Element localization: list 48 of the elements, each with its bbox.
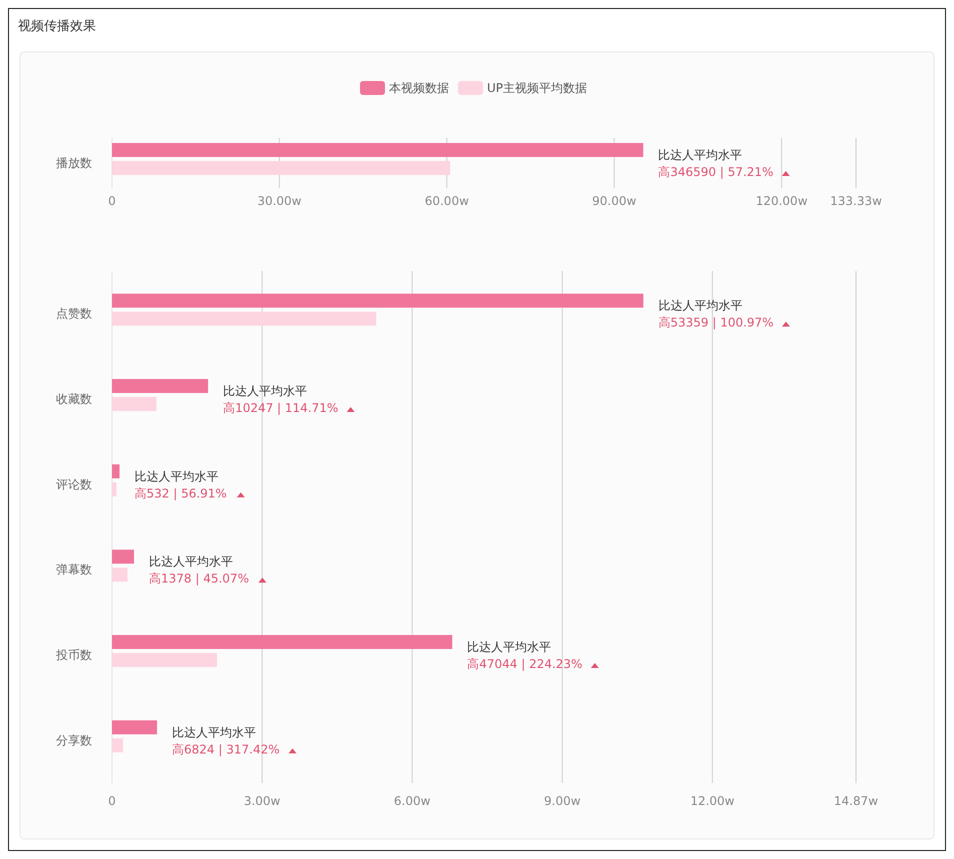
bar: [112, 653, 218, 667]
x-tick-label: 14.87w: [834, 794, 878, 808]
x-tick-label: 120.00w: [756, 194, 808, 208]
x-tick-label: 3.00w: [244, 794, 281, 808]
bar: [112, 294, 644, 308]
bar: [112, 738, 124, 752]
bar: [112, 720, 158, 734]
x-tick-label: 9.00w: [544, 794, 581, 808]
annotation: 比达人平均水平: [658, 298, 742, 313]
annotation: 比达人平均水平: [172, 725, 256, 740]
annotation: 比达人平均水平: [223, 384, 308, 398]
x-tick-label: 60.00w: [424, 194, 470, 208]
bar: [112, 482, 117, 496]
x-tick-label: 90.00w: [592, 194, 636, 208]
annotation: 比达人平均水平: [658, 148, 742, 162]
bar: [112, 397, 157, 411]
y-tick-label: 点赞数: [56, 306, 92, 321]
x-tick-label: 133.33w: [830, 194, 882, 208]
bar: [112, 312, 376, 326]
annotation: 比达人平均水平: [467, 640, 552, 654]
annotation: 高53359 | 100.97%: [658, 316, 774, 330]
chart-title: 视频传播效果: [18, 19, 96, 34]
annotation: 高1378 | 45.07%: [149, 572, 249, 586]
bar: [112, 635, 452, 649]
y-tick-label: 收藏数: [56, 392, 92, 406]
x-tick-label: 6.00w: [394, 794, 431, 808]
y-tick-label: 评论数: [56, 477, 92, 492]
x-tick-label: 30.00w: [257, 194, 302, 208]
annotation: 比达人平均水平: [149, 554, 234, 569]
bar: [112, 464, 120, 478]
bar: [112, 550, 134, 564]
y-tick-label: 投币数: [55, 648, 92, 662]
y-tick-label: 分享数: [56, 733, 92, 748]
annotation: 高532 | 56.91%: [134, 486, 227, 500]
legend-label: UP主视频平均数据: [487, 81, 588, 95]
annotation: 高346590 | 57.21%: [658, 165, 774, 179]
bar: [112, 568, 128, 582]
y-tick-label: 播放数: [56, 156, 92, 170]
annotation: 高6824 | 317.42%: [172, 742, 280, 756]
x-tick-label: 0: [108, 194, 116, 208]
annotation: 比达人平均水平: [134, 469, 219, 484]
x-tick-label: 12.00w: [690, 794, 735, 808]
annotation: 高47044 | 224.23%: [467, 657, 582, 671]
x-tick-label: 0: [108, 794, 116, 808]
annotation: 高10247 | 114.71%: [223, 401, 338, 415]
bar: [112, 379, 208, 393]
legend-label: 本视频数据: [389, 81, 449, 95]
y-tick-label: 弹幕数: [56, 562, 92, 577]
